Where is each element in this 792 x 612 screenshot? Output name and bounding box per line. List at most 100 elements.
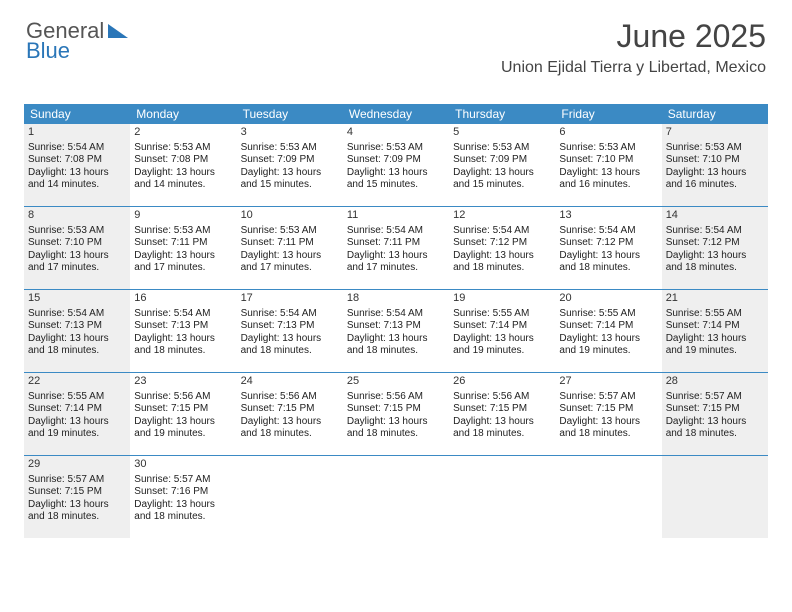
calendar-cell: 30Sunrise: 5:57 AMSunset: 7:16 PMDayligh…: [130, 456, 236, 538]
day-number: 25: [347, 375, 445, 389]
daylight-text: and 16 minutes.: [666, 179, 764, 192]
sunrise-text: Sunrise: 5:53 AM: [559, 142, 657, 155]
daylight-text: and 14 minutes.: [134, 179, 232, 192]
daylight-text: and 18 minutes.: [241, 345, 339, 358]
sunrise-text: Sunrise: 5:55 AM: [453, 308, 551, 321]
sunset-text: Sunset: 7:15 PM: [134, 403, 232, 416]
logo-triangle-icon: [108, 24, 128, 38]
calendar-cell: 16Sunrise: 5:54 AMSunset: 7:13 PMDayligh…: [130, 290, 236, 372]
calendar-cell: 9Sunrise: 5:53 AMSunset: 7:11 PMDaylight…: [130, 207, 236, 289]
calendar-cell: 23Sunrise: 5:56 AMSunset: 7:15 PMDayligh…: [130, 373, 236, 455]
daylight-text: and 18 minutes.: [666, 262, 764, 275]
calendar-cell: 22Sunrise: 5:55 AMSunset: 7:14 PMDayligh…: [24, 373, 130, 455]
daylight-text: and 17 minutes.: [241, 262, 339, 275]
day-number: 4: [347, 126, 445, 140]
sunset-text: Sunset: 7:09 PM: [241, 154, 339, 167]
sunset-text: Sunset: 7:09 PM: [453, 154, 551, 167]
sunrise-text: Sunrise: 5:53 AM: [28, 225, 126, 238]
daylight-text: Daylight: 13 hours: [347, 333, 445, 346]
calendar-cell: [237, 456, 343, 538]
day-number: 15: [28, 292, 126, 306]
calendar-cell: 28Sunrise: 5:57 AMSunset: 7:15 PMDayligh…: [662, 373, 768, 455]
sunset-text: Sunset: 7:15 PM: [241, 403, 339, 416]
sunrise-text: Sunrise: 5:55 AM: [666, 308, 764, 321]
daylight-text: Daylight: 13 hours: [241, 416, 339, 429]
weekday-label: Tuesday: [237, 104, 343, 124]
calendar-cell: 26Sunrise: 5:56 AMSunset: 7:15 PMDayligh…: [449, 373, 555, 455]
sunrise-text: Sunrise: 5:57 AM: [559, 391, 657, 404]
location-subtitle: Union Ejidal Tierra y Libertad, Mexico: [501, 59, 766, 77]
sunset-text: Sunset: 7:08 PM: [28, 154, 126, 167]
daylight-text: Daylight: 13 hours: [666, 416, 764, 429]
daylight-text: and 17 minutes.: [347, 262, 445, 275]
day-number: 24: [241, 375, 339, 389]
calendar-cell: [555, 456, 661, 538]
daylight-text: and 17 minutes.: [134, 262, 232, 275]
sunrise-text: Sunrise: 5:56 AM: [453, 391, 551, 404]
calendar-week: 29Sunrise: 5:57 AMSunset: 7:15 PMDayligh…: [24, 455, 768, 538]
daylight-text: and 14 minutes.: [28, 179, 126, 192]
calendar-week: 15Sunrise: 5:54 AMSunset: 7:13 PMDayligh…: [24, 289, 768, 372]
sunset-text: Sunset: 7:08 PM: [134, 154, 232, 167]
day-number: 17: [241, 292, 339, 306]
calendar-cell: 2Sunrise: 5:53 AMSunset: 7:08 PMDaylight…: [130, 124, 236, 206]
sunset-text: Sunset: 7:10 PM: [28, 237, 126, 250]
calendar-cell: 12Sunrise: 5:54 AMSunset: 7:12 PMDayligh…: [449, 207, 555, 289]
calendar-cell: 27Sunrise: 5:57 AMSunset: 7:15 PMDayligh…: [555, 373, 661, 455]
daylight-text: and 18 minutes.: [134, 345, 232, 358]
daylight-text: Daylight: 13 hours: [28, 333, 126, 346]
day-number: 6: [559, 126, 657, 140]
sunrise-text: Sunrise: 5:54 AM: [347, 225, 445, 238]
weekday-label: Wednesday: [343, 104, 449, 124]
daylight-text: Daylight: 13 hours: [28, 250, 126, 263]
calendar-cell: [449, 456, 555, 538]
sunrise-text: Sunrise: 5:53 AM: [134, 225, 232, 238]
sunrise-text: Sunrise: 5:56 AM: [347, 391, 445, 404]
sunset-text: Sunset: 7:10 PM: [666, 154, 764, 167]
sunrise-text: Sunrise: 5:55 AM: [559, 308, 657, 321]
sunrise-text: Sunrise: 5:57 AM: [666, 391, 764, 404]
daylight-text: Daylight: 13 hours: [134, 333, 232, 346]
day-number: 28: [666, 375, 764, 389]
daylight-text: and 18 minutes.: [453, 262, 551, 275]
daylight-text: and 15 minutes.: [241, 179, 339, 192]
daylight-text: Daylight: 13 hours: [347, 167, 445, 180]
daylight-text: Daylight: 13 hours: [453, 333, 551, 346]
sunset-text: Sunset: 7:14 PM: [666, 320, 764, 333]
calendar-cell: [662, 456, 768, 538]
calendar-cell: 29Sunrise: 5:57 AMSunset: 7:15 PMDayligh…: [24, 456, 130, 538]
sunset-text: Sunset: 7:13 PM: [28, 320, 126, 333]
calendar-cell: 18Sunrise: 5:54 AMSunset: 7:13 PMDayligh…: [343, 290, 449, 372]
sunrise-text: Sunrise: 5:57 AM: [134, 474, 232, 487]
sunrise-text: Sunrise: 5:54 AM: [559, 225, 657, 238]
logo: General Blue: [26, 20, 104, 62]
sunset-text: Sunset: 7:14 PM: [559, 320, 657, 333]
day-number: 10: [241, 209, 339, 223]
calendar-cell: 3Sunrise: 5:53 AMSunset: 7:09 PMDaylight…: [237, 124, 343, 206]
sunrise-text: Sunrise: 5:53 AM: [453, 142, 551, 155]
daylight-text: Daylight: 13 hours: [241, 333, 339, 346]
sunrise-text: Sunrise: 5:53 AM: [666, 142, 764, 155]
day-number: 7: [666, 126, 764, 140]
calendar-cell: 15Sunrise: 5:54 AMSunset: 7:13 PMDayligh…: [24, 290, 130, 372]
calendar-week: 1Sunrise: 5:54 AMSunset: 7:08 PMDaylight…: [24, 124, 768, 206]
day-number: 5: [453, 126, 551, 140]
calendar-cell: 24Sunrise: 5:56 AMSunset: 7:15 PMDayligh…: [237, 373, 343, 455]
weekday-label: Friday: [555, 104, 661, 124]
daylight-text: and 18 minutes.: [347, 345, 445, 358]
daylight-text: and 18 minutes.: [666, 428, 764, 441]
daylight-text: Daylight: 13 hours: [28, 167, 126, 180]
day-number: 26: [453, 375, 551, 389]
calendar-cell: 19 Sunrise: 5:55 AMSunset: 7:14 PMDayligh…: [449, 290, 555, 372]
day-number: 30: [134, 458, 232, 472]
daylight-text: Daylight: 13 hours: [28, 416, 126, 429]
sunset-text: Sunset: 7:16 PM: [134, 486, 232, 499]
calendar: Sunday Monday Tuesday Wednesday Thursday…: [24, 104, 768, 538]
calendar-cell: 10Sunrise: 5:53 AMSunset: 7:11 PMDayligh…: [237, 207, 343, 289]
sunset-text: Sunset: 7:13 PM: [241, 320, 339, 333]
calendar-cell: 25Sunrise: 5:56 AMSunset: 7:15 PMDayligh…: [343, 373, 449, 455]
sunset-text: Sunset: 7:14 PM: [453, 320, 551, 333]
daylight-text: and 19 minutes.: [559, 345, 657, 358]
day-number: 16: [134, 292, 232, 306]
day-number: 19: [453, 292, 551, 306]
